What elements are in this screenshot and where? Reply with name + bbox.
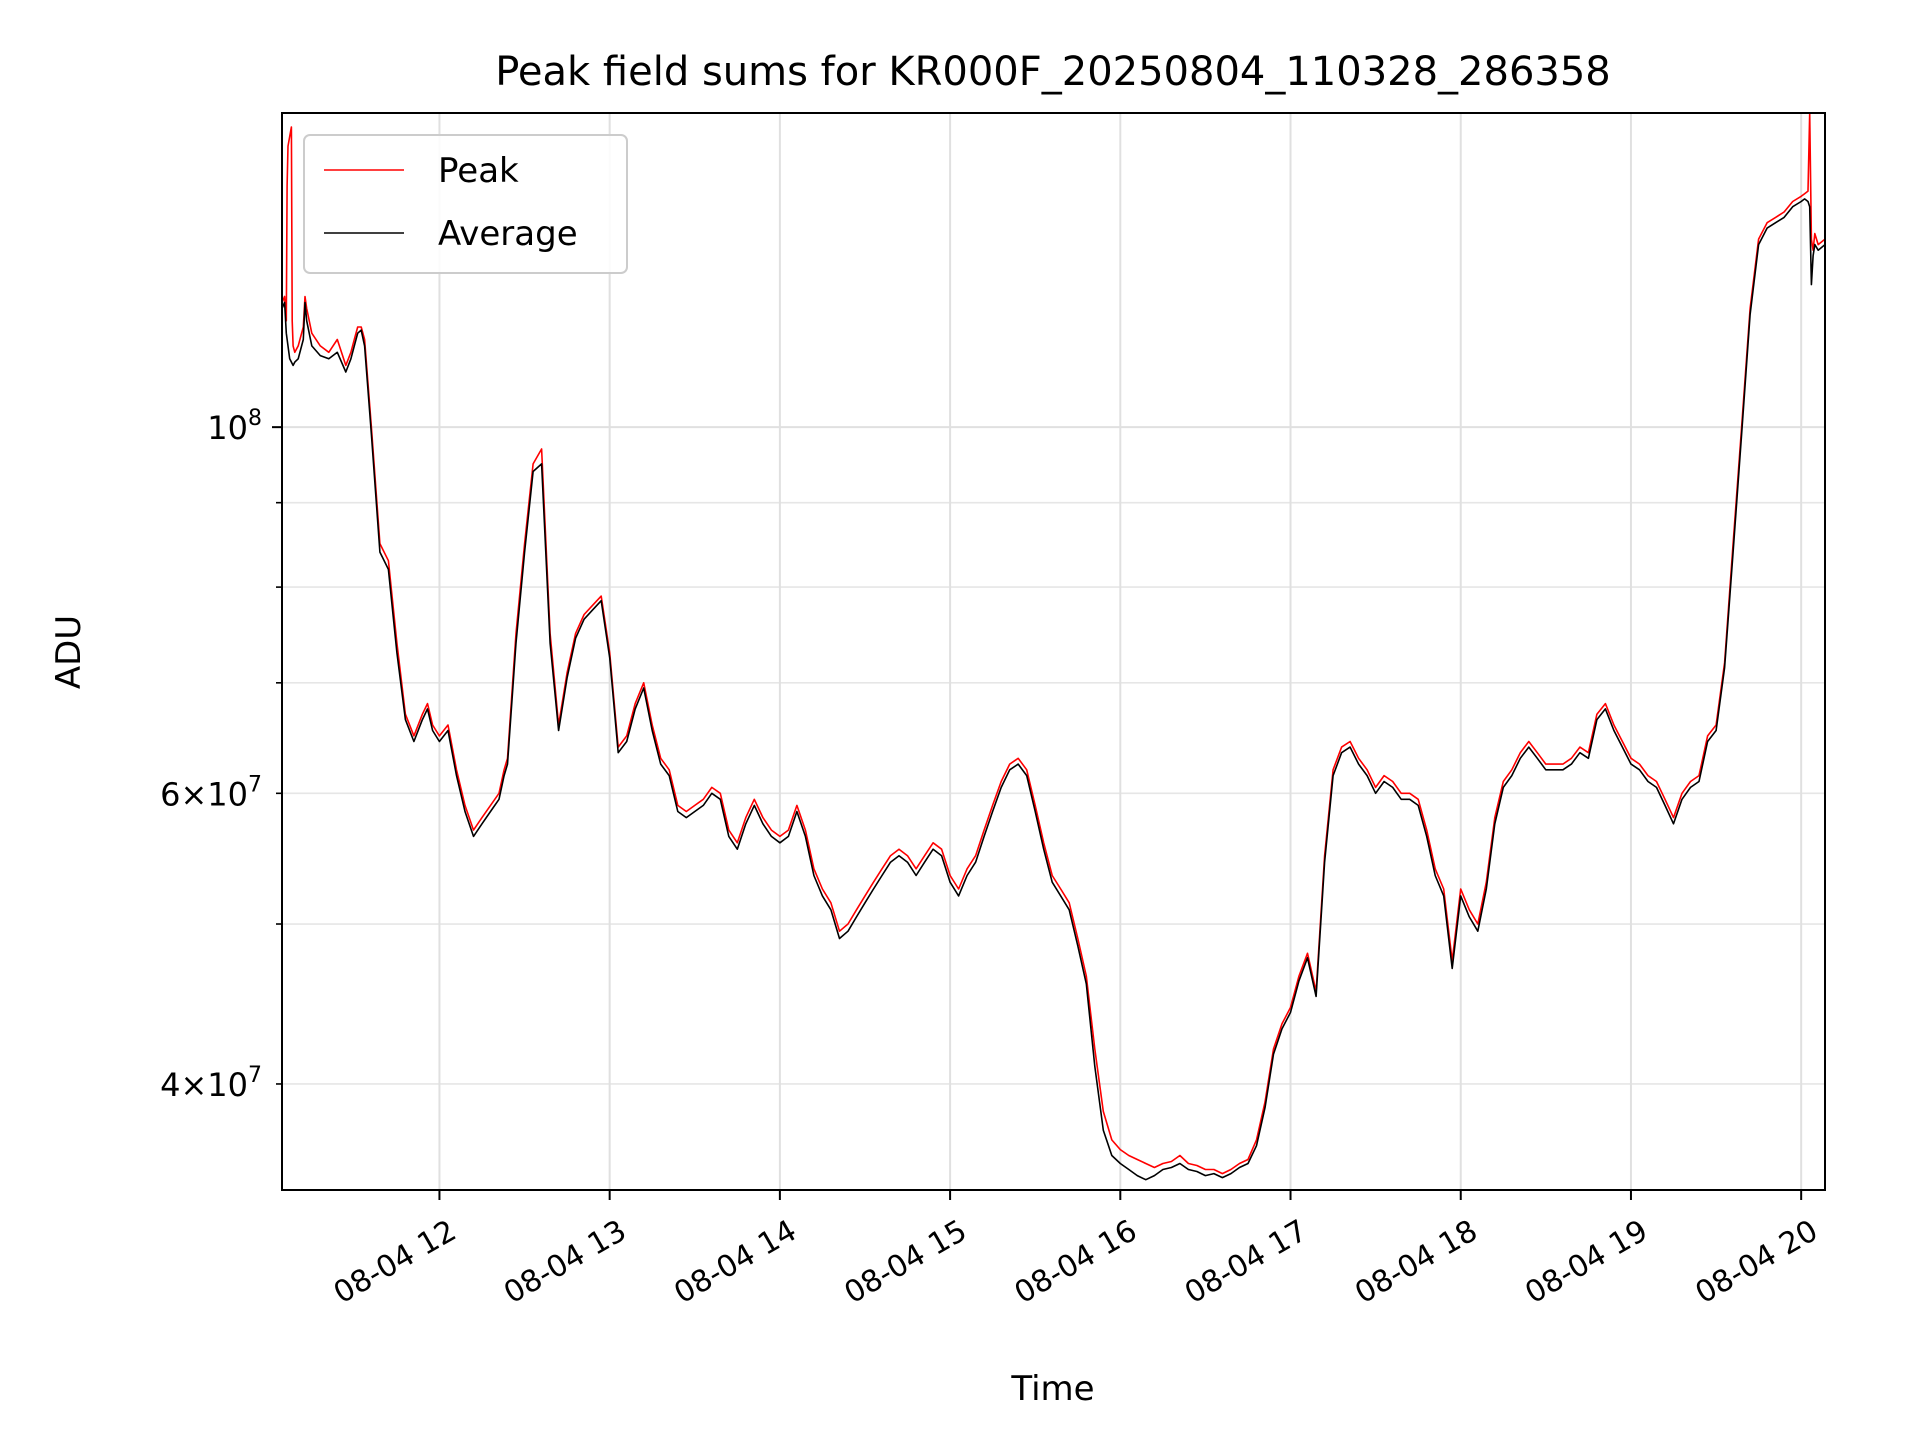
legend-label-average: Average [438, 214, 578, 254]
series-layer [282, 113, 1825, 1181]
y-minor-tick-label: 4×107 [160, 1063, 262, 1104]
plot-frame [281, 112, 1826, 1191]
y-minor-tick-label: 6×107 [160, 772, 262, 813]
y-ticks: 108 4×107 6×107 [160, 406, 282, 1104]
legend-label-peak: Peak [438, 151, 519, 191]
y-tick-label: 108 [207, 406, 262, 447]
series-line-peak [282, 113, 1825, 1175]
series-line-average [282, 198, 1825, 1181]
y-axis-label: ADU [49, 615, 89, 689]
legend: Peak Average [303, 134, 628, 274]
grid [282, 113, 1825, 1190]
chart-title: Peak field sums for KR000F_20250804_1103… [495, 49, 1611, 95]
x-axis-label: Time [1010, 1369, 1094, 1409]
